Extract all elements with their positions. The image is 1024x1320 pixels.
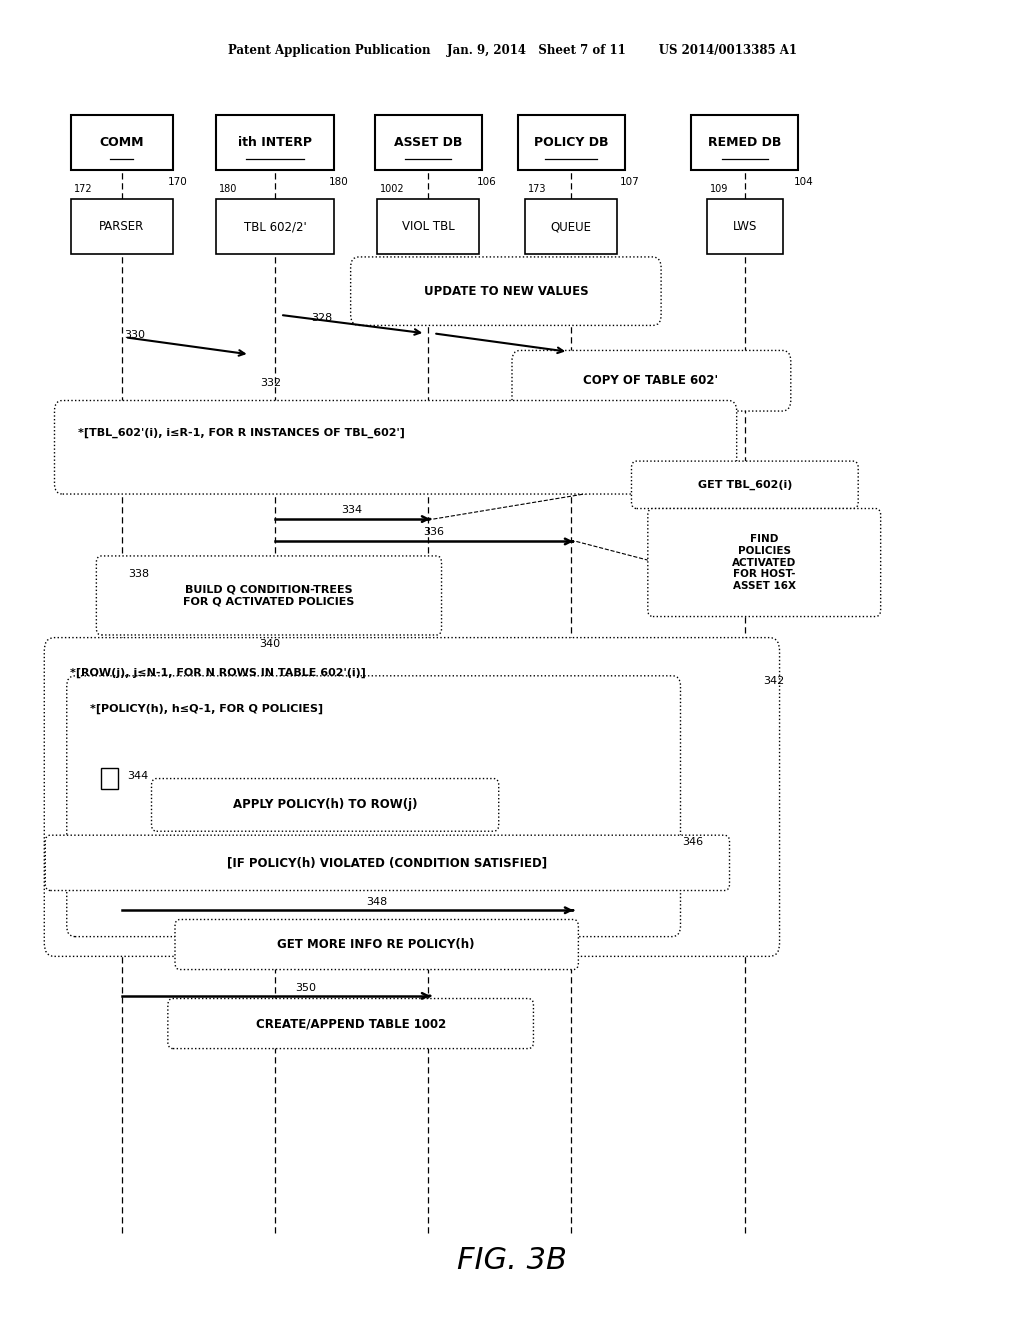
Text: POLICY DB: POLICY DB: [534, 136, 608, 149]
Text: TBL 602/2': TBL 602/2': [244, 220, 306, 234]
Text: COMM: COMM: [99, 136, 144, 149]
Text: 107: 107: [620, 177, 640, 186]
Text: 336: 336: [423, 527, 443, 537]
Text: CREATE/APPEND TABLE 1002: CREATE/APPEND TABLE 1002: [256, 1016, 445, 1030]
Text: 172: 172: [74, 183, 92, 194]
Text: 109: 109: [710, 183, 728, 194]
Text: UPDATE TO NEW VALUES: UPDATE TO NEW VALUES: [424, 285, 588, 298]
Text: 350: 350: [295, 983, 316, 993]
FancyBboxPatch shape: [512, 350, 791, 411]
FancyBboxPatch shape: [375, 115, 482, 170]
Text: LWS: LWS: [732, 220, 757, 234]
FancyBboxPatch shape: [175, 920, 579, 970]
Text: [IF POLICY(h) VIOLATED (CONDITION SATISFIED]: [IF POLICY(h) VIOLATED (CONDITION SATISF…: [227, 857, 548, 870]
FancyBboxPatch shape: [377, 199, 479, 255]
FancyBboxPatch shape: [71, 115, 173, 170]
FancyBboxPatch shape: [216, 199, 334, 255]
Text: 180: 180: [329, 177, 348, 186]
Text: FIND
POLICIES
ACTIVATED
FOR HOST-
ASSET 16X: FIND POLICIES ACTIVATED FOR HOST- ASSET …: [732, 535, 797, 591]
FancyBboxPatch shape: [525, 199, 617, 255]
FancyBboxPatch shape: [691, 115, 799, 170]
Text: 338: 338: [128, 569, 150, 579]
Text: 342: 342: [763, 676, 784, 686]
Text: ASSET DB: ASSET DB: [394, 136, 463, 149]
Text: ith INTERP: ith INTERP: [238, 136, 312, 149]
FancyBboxPatch shape: [54, 400, 736, 494]
FancyBboxPatch shape: [152, 779, 499, 832]
Text: 344: 344: [127, 771, 148, 781]
FancyBboxPatch shape: [101, 768, 118, 789]
Text: REMED DB: REMED DB: [709, 136, 781, 149]
FancyBboxPatch shape: [517, 115, 625, 170]
Text: 340: 340: [259, 639, 280, 649]
Text: *[TBL_602'(i), i≤R-1, FOR R INSTANCES OF TBL_602']: *[TBL_602'(i), i≤R-1, FOR R INSTANCES OF…: [78, 428, 404, 438]
Text: 328: 328: [311, 313, 332, 322]
Text: APPLY POLICY(h) TO ROW(j): APPLY POLICY(h) TO ROW(j): [232, 799, 418, 812]
FancyBboxPatch shape: [632, 461, 858, 508]
Text: 106: 106: [477, 177, 497, 186]
Text: 173: 173: [528, 183, 547, 194]
Text: COPY OF TABLE 602': COPY OF TABLE 602': [584, 375, 719, 387]
Text: FIG. 3B: FIG. 3B: [457, 1246, 567, 1275]
FancyBboxPatch shape: [350, 257, 662, 326]
FancyBboxPatch shape: [96, 556, 441, 635]
Text: *[ROW(j), j≤N-1, FOR N ROWS IN TABLE 602'(i)]: *[ROW(j), j≤N-1, FOR N ROWS IN TABLE 602…: [70, 668, 366, 678]
FancyBboxPatch shape: [45, 836, 729, 891]
FancyBboxPatch shape: [707, 199, 783, 255]
Text: BUILD Q CONDITION-TREES
FOR Q ACTIVATED POLICIES: BUILD Q CONDITION-TREES FOR Q ACTIVATED …: [183, 585, 354, 606]
FancyBboxPatch shape: [648, 508, 881, 616]
Text: 170: 170: [168, 177, 187, 186]
Text: 332: 332: [260, 379, 281, 388]
FancyBboxPatch shape: [44, 638, 779, 957]
Text: 104: 104: [794, 177, 813, 186]
FancyBboxPatch shape: [67, 676, 681, 937]
Text: PARSER: PARSER: [99, 220, 144, 234]
Text: *[POLICY(h), h≤Q-1, FOR Q POLICIES]: *[POLICY(h), h≤Q-1, FOR Q POLICIES]: [90, 704, 324, 714]
Text: VIOL TBL: VIOL TBL: [401, 220, 455, 234]
Text: 180: 180: [219, 183, 238, 194]
Text: 334: 334: [341, 504, 362, 515]
FancyBboxPatch shape: [168, 998, 534, 1048]
FancyBboxPatch shape: [216, 115, 334, 170]
Text: GET MORE INFO RE POLICY(h): GET MORE INFO RE POLICY(h): [278, 939, 475, 950]
Text: GET TBL_602(i): GET TBL_602(i): [697, 479, 792, 490]
Text: 330: 330: [124, 330, 145, 339]
Text: Patent Application Publication    Jan. 9, 2014   Sheet 7 of 11        US 2014/00: Patent Application Publication Jan. 9, 2…: [227, 44, 797, 57]
FancyBboxPatch shape: [71, 199, 173, 255]
Text: 348: 348: [367, 898, 388, 907]
FancyBboxPatch shape: [99, 562, 118, 585]
Text: 346: 346: [683, 837, 703, 846]
Text: 1002: 1002: [380, 183, 404, 194]
Text: QUEUE: QUEUE: [551, 220, 592, 234]
